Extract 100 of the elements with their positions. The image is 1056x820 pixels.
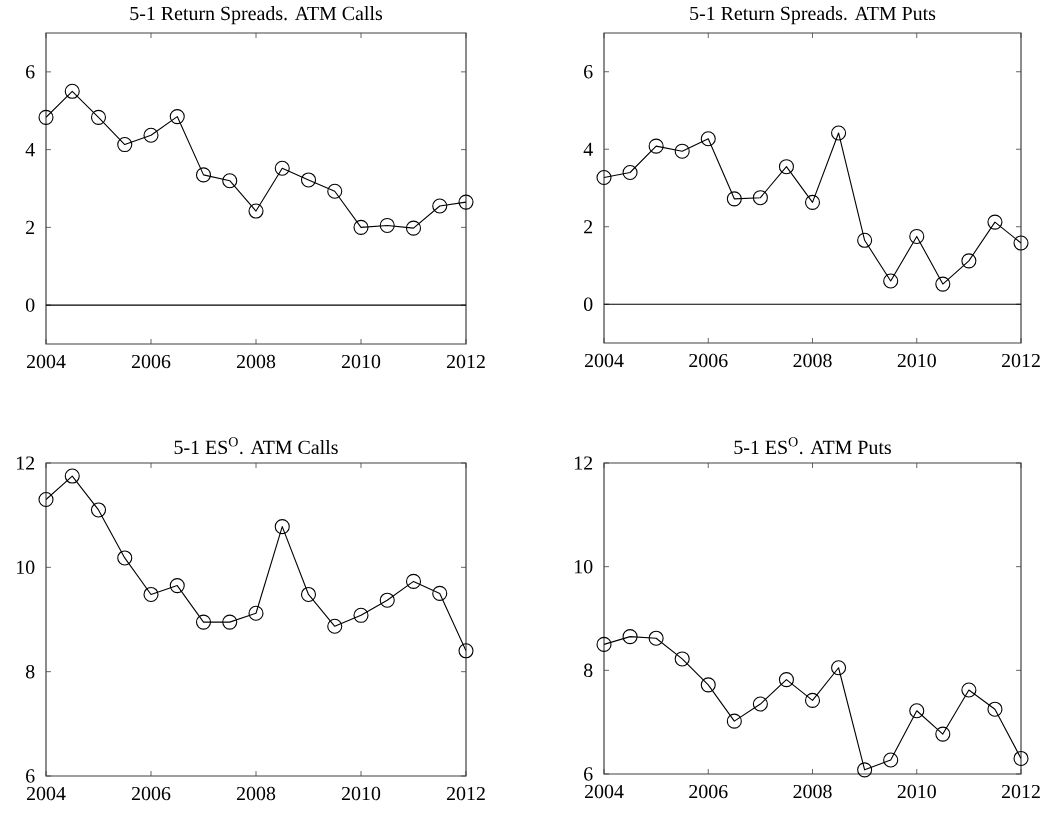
chart-title: 5-1 ES$^{O}$. ATM Puts <box>734 437 891 455</box>
point <box>857 762 873 778</box>
x-tick-label: 2012 <box>446 786 485 801</box>
y-tick-label: 6 <box>26 65 35 79</box>
y-tick-label: 6 <box>584 65 593 79</box>
x-tick-label: 2008 <box>236 354 276 369</box>
chart-title: 5-1 Return Spreads. ATM Puts <box>690 6 936 25</box>
point <box>857 232 873 248</box>
y-tick-label: 12 <box>16 456 35 470</box>
point <box>248 203 264 219</box>
point <box>804 194 821 210</box>
point <box>300 172 317 188</box>
y-tick-label: 4 <box>25 143 35 157</box>
point <box>831 125 847 141</box>
point <box>458 194 474 210</box>
x-tick-label: 2008 <box>793 784 832 799</box>
y-tick-label: 10 <box>16 560 35 575</box>
y-tick-label: 6 <box>584 767 593 781</box>
point <box>379 592 395 608</box>
point <box>804 692 821 708</box>
y-tick-label: 2 <box>26 220 35 234</box>
y-tick-label: 10 <box>574 559 593 574</box>
x-tick-label: 2008 <box>793 353 832 368</box>
point <box>195 614 212 630</box>
x-tick-label: 2006 <box>689 353 728 368</box>
point <box>353 219 369 235</box>
x-tick-label: 2010 <box>897 353 936 368</box>
point <box>353 607 369 623</box>
point <box>622 629 638 645</box>
point <box>169 578 185 594</box>
point <box>674 143 690 159</box>
x-tick-label: 2006 <box>131 786 171 801</box>
point <box>432 198 448 214</box>
point <box>987 214 1003 230</box>
point <box>327 618 343 634</box>
chart-title: 5-1 ES$^{O}$. ATM Calls <box>174 437 338 455</box>
x-tick-label: 2004 <box>26 786 66 801</box>
point <box>831 660 847 676</box>
point <box>90 502 107 518</box>
point <box>1013 235 1029 251</box>
point <box>274 160 290 176</box>
point <box>38 491 54 508</box>
y-tick-label: 4 <box>583 142 593 156</box>
point <box>143 127 159 143</box>
point <box>64 83 80 99</box>
x-tick-label: 2004 <box>26 354 66 369</box>
point <box>405 220 422 236</box>
point <box>64 468 80 484</box>
x-tick-label: 2012 <box>446 354 485 369</box>
point <box>222 614 238 630</box>
point <box>935 276 951 292</box>
point <box>596 169 612 186</box>
x-tick-label: 2010 <box>341 786 381 801</box>
point <box>379 217 395 233</box>
x-tick-label: 2004 <box>584 784 624 799</box>
point <box>432 585 448 601</box>
point <box>700 677 716 693</box>
point <box>778 159 794 175</box>
x-tick-label: 2004 <box>584 353 624 368</box>
point <box>222 173 238 189</box>
x-tick-label: 2012 <box>1001 784 1040 799</box>
x-tick-label: 2012 <box>1001 353 1040 368</box>
point <box>987 701 1003 717</box>
x-tick-label: 2010 <box>897 784 936 799</box>
x-tick-label: 2006 <box>689 784 728 799</box>
point <box>961 682 977 698</box>
x-tick-label: 2006 <box>131 354 171 369</box>
point <box>405 573 422 589</box>
y-tick-label: 8 <box>25 664 35 679</box>
point <box>778 672 794 688</box>
y-tick-label: 12 <box>574 456 593 470</box>
point <box>327 183 343 199</box>
point <box>117 137 133 153</box>
y-tick-label: 8 <box>583 663 593 678</box>
point <box>961 253 977 269</box>
point <box>596 636 612 652</box>
point <box>883 273 899 289</box>
point <box>169 109 185 125</box>
point <box>752 696 768 712</box>
point <box>909 703 925 719</box>
point <box>648 630 664 646</box>
point <box>1013 750 1029 766</box>
point <box>648 138 664 154</box>
point <box>274 519 290 535</box>
point <box>38 109 54 125</box>
point <box>195 167 212 183</box>
y-tick-label: 2 <box>584 220 593 234</box>
y-tick-label: 0 <box>583 297 593 311</box>
point <box>143 586 159 603</box>
y-tick-label: 6 <box>26 769 35 783</box>
chart-title: 5-1 Return Spreads. ATM Calls <box>130 6 383 25</box>
point <box>935 726 951 742</box>
point <box>117 550 133 566</box>
point <box>300 586 317 603</box>
point <box>248 605 264 621</box>
x-tick-label: 2010 <box>341 354 381 369</box>
point <box>700 131 716 147</box>
point <box>883 752 899 768</box>
x-tick-label: 2008 <box>236 786 276 801</box>
point <box>458 643 474 659</box>
